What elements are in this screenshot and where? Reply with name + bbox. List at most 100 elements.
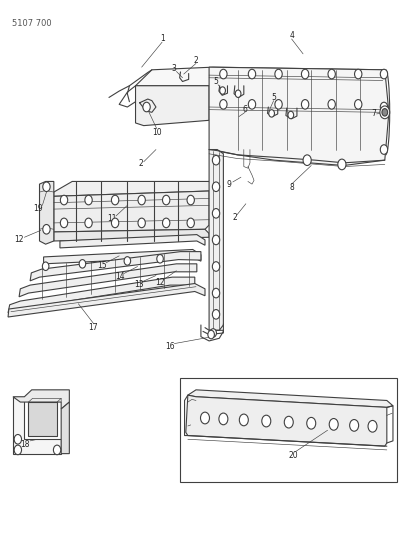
Text: 10: 10: [152, 128, 161, 137]
Circle shape: [301, 69, 308, 79]
Text: 18: 18: [20, 440, 30, 449]
Circle shape: [287, 111, 293, 119]
Text: 7: 7: [370, 109, 375, 118]
Circle shape: [143, 102, 150, 112]
Text: 11: 11: [107, 214, 116, 223]
Circle shape: [327, 100, 335, 109]
Circle shape: [301, 100, 308, 109]
Circle shape: [306, 417, 315, 429]
Polygon shape: [30, 252, 200, 281]
Polygon shape: [8, 284, 204, 317]
Text: 5: 5: [213, 77, 218, 86]
Circle shape: [60, 195, 67, 205]
Circle shape: [14, 445, 22, 455]
Text: 9: 9: [226, 180, 231, 189]
Circle shape: [162, 218, 169, 228]
Circle shape: [187, 218, 194, 228]
Text: 20: 20: [288, 451, 297, 460]
Text: 4: 4: [288, 31, 293, 40]
Text: 14: 14: [115, 272, 124, 280]
Circle shape: [354, 100, 361, 109]
Circle shape: [274, 100, 281, 109]
Circle shape: [328, 418, 337, 430]
Circle shape: [111, 218, 119, 228]
Circle shape: [111, 195, 119, 205]
Bar: [180, 378, 396, 482]
Polygon shape: [209, 67, 388, 165]
Circle shape: [380, 102, 387, 112]
Circle shape: [212, 182, 219, 191]
Polygon shape: [135, 67, 384, 86]
Circle shape: [212, 208, 219, 218]
Text: 15: 15: [97, 261, 107, 270]
Polygon shape: [185, 395, 386, 446]
Circle shape: [53, 445, 61, 455]
Circle shape: [124, 257, 130, 265]
Circle shape: [138, 195, 145, 205]
Circle shape: [239, 414, 248, 426]
Circle shape: [235, 90, 240, 98]
Polygon shape: [54, 229, 209, 241]
Circle shape: [248, 100, 255, 109]
Text: 17: 17: [88, 323, 97, 332]
Circle shape: [248, 69, 255, 79]
Text: 8: 8: [288, 183, 293, 192]
Circle shape: [212, 262, 219, 271]
Circle shape: [212, 288, 219, 298]
Circle shape: [138, 218, 145, 228]
Circle shape: [261, 415, 270, 427]
Polygon shape: [19, 264, 196, 297]
Text: 2: 2: [231, 213, 236, 222]
Circle shape: [219, 87, 225, 94]
Circle shape: [367, 421, 376, 432]
Circle shape: [302, 155, 310, 165]
Circle shape: [60, 218, 67, 228]
Polygon shape: [61, 402, 69, 454]
Circle shape: [212, 235, 219, 245]
Text: 2: 2: [138, 159, 142, 168]
Text: 5: 5: [270, 93, 275, 102]
Circle shape: [212, 156, 219, 165]
Polygon shape: [28, 402, 57, 435]
Polygon shape: [13, 397, 61, 454]
Circle shape: [42, 262, 49, 270]
Text: 5107 700: 5107 700: [12, 19, 52, 28]
Circle shape: [14, 434, 22, 444]
Polygon shape: [54, 181, 213, 196]
Circle shape: [349, 419, 358, 431]
Polygon shape: [187, 390, 392, 407]
Circle shape: [85, 218, 92, 228]
Polygon shape: [60, 235, 204, 248]
Circle shape: [380, 145, 387, 155]
Circle shape: [43, 182, 50, 191]
Text: 16: 16: [165, 342, 175, 351]
Circle shape: [207, 330, 214, 339]
Text: 1: 1: [160, 35, 164, 44]
Circle shape: [381, 109, 387, 116]
Circle shape: [212, 310, 219, 319]
Circle shape: [43, 224, 50, 234]
Circle shape: [274, 69, 281, 79]
Polygon shape: [135, 86, 209, 126]
Circle shape: [219, 100, 227, 109]
Circle shape: [354, 69, 361, 79]
Circle shape: [268, 110, 274, 117]
Text: 19: 19: [34, 204, 43, 213]
Circle shape: [379, 106, 389, 119]
Circle shape: [283, 416, 292, 428]
Circle shape: [187, 195, 194, 205]
Polygon shape: [209, 150, 223, 330]
Polygon shape: [43, 249, 200, 264]
Text: 3: 3: [171, 64, 176, 72]
Circle shape: [327, 69, 335, 79]
Circle shape: [337, 159, 345, 169]
Polygon shape: [54, 191, 209, 232]
Polygon shape: [13, 390, 69, 409]
Circle shape: [209, 329, 216, 337]
Polygon shape: [39, 181, 54, 244]
Text: 2: 2: [193, 56, 198, 64]
Polygon shape: [8, 277, 194, 313]
Circle shape: [85, 195, 92, 205]
Circle shape: [380, 69, 387, 79]
Circle shape: [162, 195, 169, 205]
